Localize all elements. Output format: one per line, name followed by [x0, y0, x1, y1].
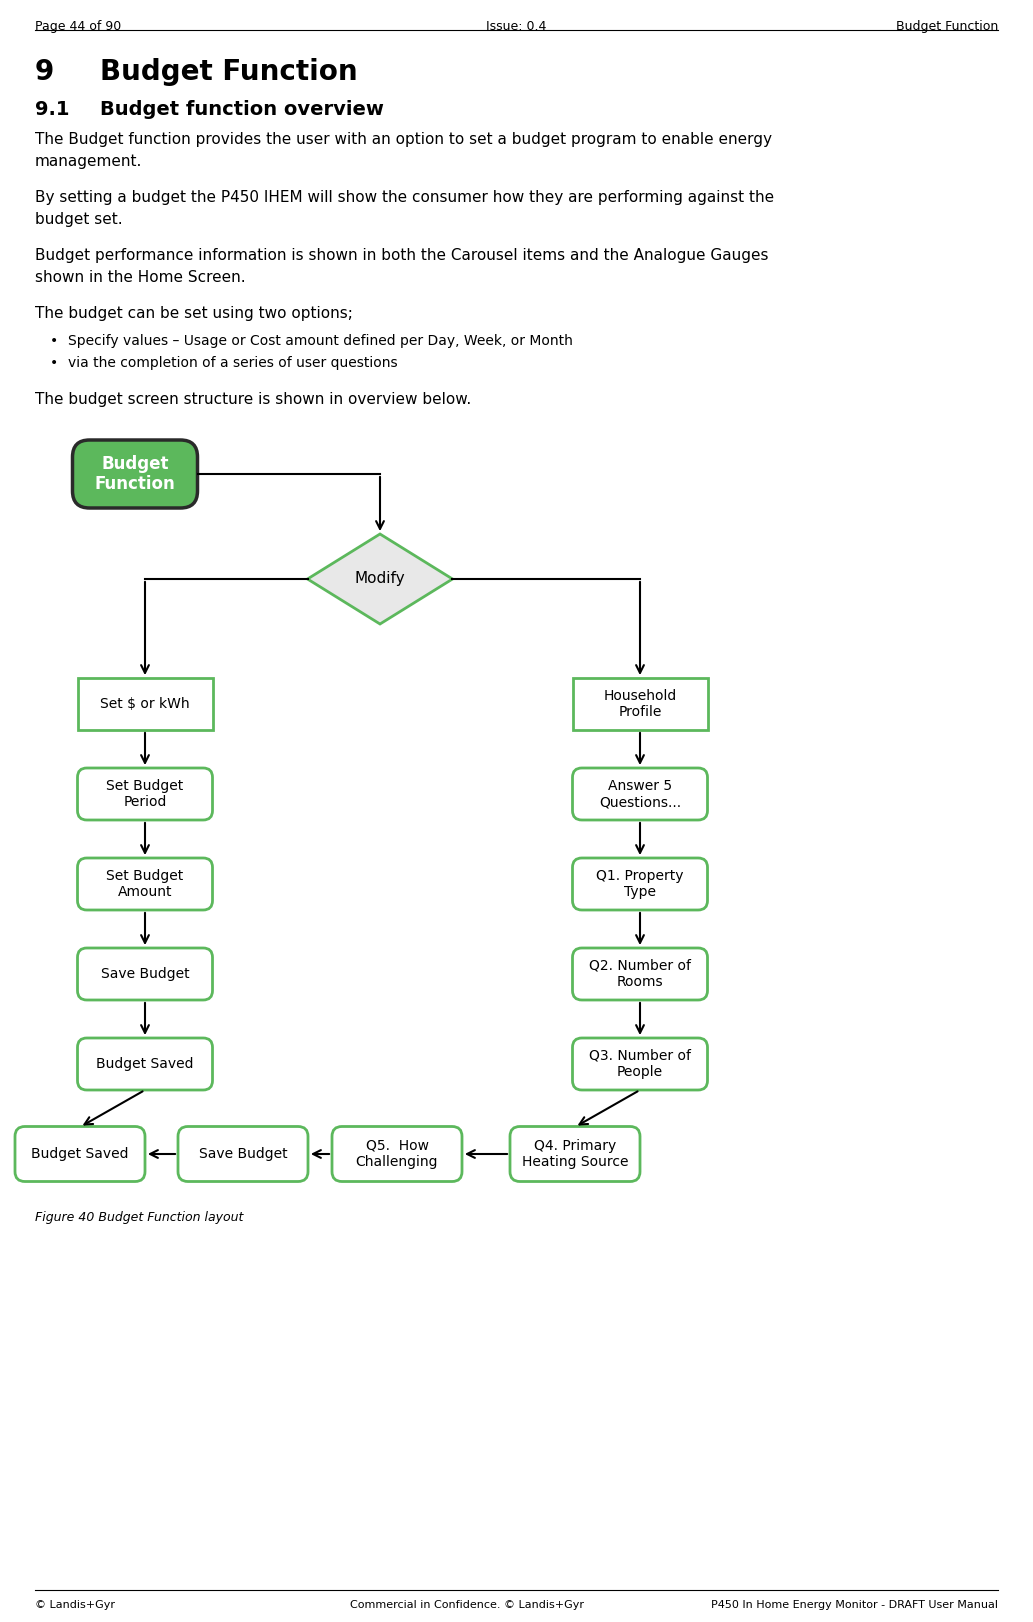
Text: Set $ or kWh: Set $ or kWh	[100, 697, 190, 710]
Text: Page 44 of 90: Page 44 of 90	[35, 19, 121, 32]
Text: Budget Saved: Budget Saved	[96, 1058, 194, 1071]
Text: The budget screen structure is shown in overview below.: The budget screen structure is shown in …	[35, 393, 471, 407]
Text: Modify: Modify	[354, 571, 405, 587]
Text: 9.1: 9.1	[35, 101, 69, 118]
FancyBboxPatch shape	[332, 1127, 462, 1181]
Text: •: •	[50, 355, 58, 370]
FancyBboxPatch shape	[77, 1038, 213, 1090]
Text: Q4. Primary
Heating Source: Q4. Primary Heating Source	[522, 1139, 628, 1169]
Text: via the completion of a series of user questions: via the completion of a series of user q…	[68, 355, 398, 370]
Text: Set Budget
Period: Set Budget Period	[106, 779, 184, 809]
Text: Commercial in Confidence. © Landis+Gyr: Commercial in Confidence. © Landis+Gyr	[350, 1599, 584, 1611]
FancyBboxPatch shape	[572, 947, 708, 1001]
FancyBboxPatch shape	[572, 678, 708, 730]
FancyBboxPatch shape	[77, 767, 213, 821]
Text: 9: 9	[35, 58, 55, 86]
FancyBboxPatch shape	[572, 1038, 708, 1090]
Text: Budget performance information is shown in both the Carousel items and the Analo: Budget performance information is shown …	[35, 248, 769, 263]
Text: The Budget function provides the user with an option to set a budget program to : The Budget function provides the user wi…	[35, 131, 772, 148]
Polygon shape	[308, 534, 452, 624]
Text: shown in the Home Screen.: shown in the Home Screen.	[35, 269, 246, 285]
Text: management.: management.	[35, 154, 143, 169]
Text: Issue: 0.4: Issue: 0.4	[486, 19, 546, 32]
Text: Save Budget: Save Budget	[100, 967, 189, 981]
Text: © Landis+Gyr: © Landis+Gyr	[35, 1599, 115, 1611]
FancyBboxPatch shape	[72, 440, 197, 508]
FancyBboxPatch shape	[77, 678, 213, 730]
Text: Save Budget: Save Budget	[198, 1147, 287, 1161]
Text: The budget can be set using two options;: The budget can be set using two options;	[35, 307, 353, 321]
Text: Budget function overview: Budget function overview	[100, 101, 384, 118]
Text: P450 In Home Energy Monitor - DRAFT User Manual: P450 In Home Energy Monitor - DRAFT User…	[711, 1599, 998, 1611]
Text: Q2. Number of
Rooms: Q2. Number of Rooms	[589, 959, 691, 989]
FancyBboxPatch shape	[572, 767, 708, 821]
Text: budget set.: budget set.	[35, 212, 123, 227]
FancyBboxPatch shape	[178, 1127, 308, 1181]
Text: Figure 40 Budget Function layout: Figure 40 Budget Function layout	[35, 1212, 244, 1225]
Text: •: •	[50, 334, 58, 349]
FancyBboxPatch shape	[15, 1127, 145, 1181]
Text: Budget Function: Budget Function	[100, 58, 357, 86]
Text: Q3. Number of
People: Q3. Number of People	[589, 1049, 691, 1079]
Text: Budget Saved: Budget Saved	[31, 1147, 129, 1161]
Text: Set Budget
Amount: Set Budget Amount	[106, 869, 184, 899]
Text: Q5.  How
Challenging: Q5. How Challenging	[355, 1139, 438, 1169]
Text: Budget
Function: Budget Function	[95, 454, 176, 493]
Text: Q1. Property
Type: Q1. Property Type	[596, 869, 684, 899]
FancyBboxPatch shape	[77, 947, 213, 1001]
Text: By setting a budget the P450 IHEM will show the consumer how they are performing: By setting a budget the P450 IHEM will s…	[35, 190, 774, 204]
Text: Specify values – Usage or Cost amount defined per Day, Week, or Month: Specify values – Usage or Cost amount de…	[68, 334, 573, 349]
FancyBboxPatch shape	[510, 1127, 640, 1181]
Text: Answer 5
Questions...: Answer 5 Questions...	[599, 779, 681, 809]
Text: Household
Profile: Household Profile	[603, 689, 677, 719]
Text: Budget Function: Budget Function	[896, 19, 998, 32]
FancyBboxPatch shape	[77, 858, 213, 910]
FancyBboxPatch shape	[572, 858, 708, 910]
